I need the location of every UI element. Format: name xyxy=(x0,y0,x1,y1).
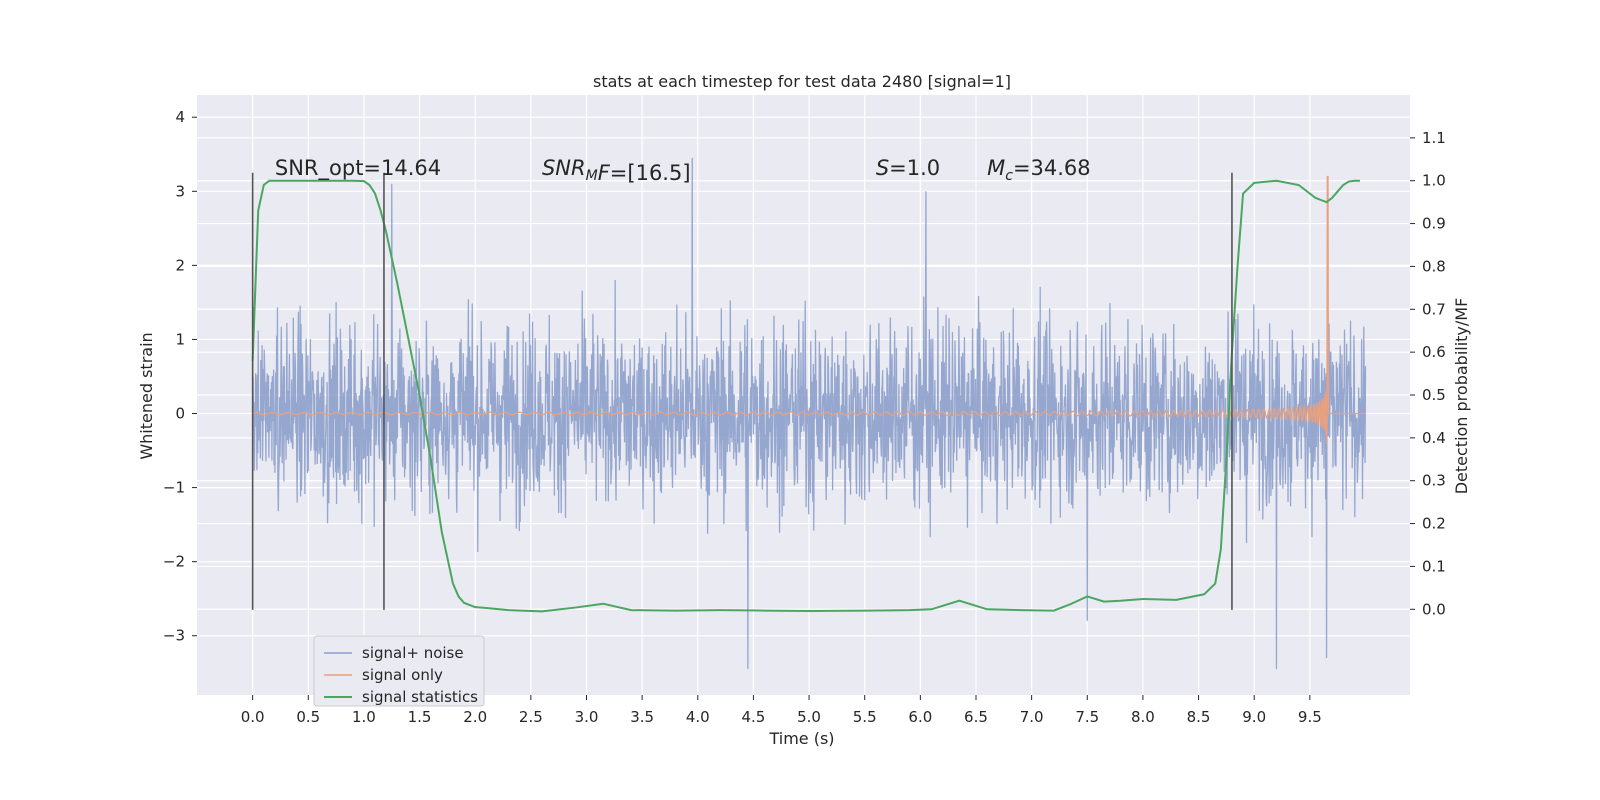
y-right-tick-label: 0.7 xyxy=(1422,300,1446,318)
y-right-tick-label: 0.5 xyxy=(1422,386,1446,404)
annotation-2: S=1.0 xyxy=(876,156,940,180)
annotations: SNR_opt=14.64 SNRMF=[16.5] S=1.0 Mc=34.68 xyxy=(275,156,1091,185)
chart-title: stats at each timestep for test data 248… xyxy=(593,72,1011,91)
x-tick-label: 5.5 xyxy=(853,708,877,726)
x-tick-label: 7.0 xyxy=(1020,708,1044,726)
annotation-3: Mc=34.68 xyxy=(987,156,1091,184)
y-left-tick-label: 2 xyxy=(175,256,185,274)
x-tick-label: 1.5 xyxy=(408,708,432,726)
x-tick-label: 5.0 xyxy=(797,708,821,726)
legend-label: signal statistics xyxy=(362,688,478,706)
y-left-tick-label: −3 xyxy=(163,627,185,645)
y-left-tick-label: 4 xyxy=(175,108,185,126)
y-left-tick-label: −2 xyxy=(163,553,185,571)
x-tick-label: 0.0 xyxy=(241,708,265,726)
series-signal-only xyxy=(252,175,1366,445)
legend: signal+ noise signal only signal statistic… xyxy=(313,635,485,707)
y-left-tick-label: 0 xyxy=(175,405,185,423)
series-layer xyxy=(251,157,1367,670)
y-right-tick-label: 1.1 xyxy=(1422,129,1446,147)
x-axis: 0.0 0.5 1.0 1.5 2.0 2.5 3.0 3.5 4.0 4.5 5.0 5.5 6.0 6… xyxy=(241,695,1322,726)
x-tick-label: 9.0 xyxy=(1242,708,1266,726)
x-tick-label: 6.5 xyxy=(964,708,988,726)
annotation-1: SNRMF=[16.5] xyxy=(542,156,691,185)
x-axis-label: Time (s) xyxy=(768,729,834,748)
x-tick-label: 1.0 xyxy=(352,708,376,726)
x-tick-label: 8.5 xyxy=(1187,708,1211,726)
series-signal-noise xyxy=(252,157,1367,670)
series-signal-statistics xyxy=(251,179,1360,613)
legend-label: signal only xyxy=(362,666,443,684)
x-tick-label: 0.5 xyxy=(296,708,320,726)
y-right-tick-label: 0.1 xyxy=(1422,557,1446,575)
y-right-tick-label: 0.0 xyxy=(1422,600,1446,618)
y-axis-left-label: Whitened strain xyxy=(137,332,156,459)
x-tick-label: 3.0 xyxy=(575,708,599,726)
y-right-tick-label: 0.3 xyxy=(1422,472,1446,490)
y-left-tick-label: 3 xyxy=(175,182,185,200)
x-tick-label: 3.5 xyxy=(630,708,654,726)
y-right-tick-label: 0.6 xyxy=(1422,343,1446,361)
annotation-0: SNR_opt=14.64 xyxy=(275,156,441,181)
y-axis-left: −3 −2 −1 0 1 2 3 4 xyxy=(163,108,197,645)
y-right-tick-label: 1.0 xyxy=(1422,172,1446,190)
x-tick-label: 4.0 xyxy=(686,708,710,726)
x-tick-label: 2.5 xyxy=(519,708,543,726)
x-tick-label: 8.0 xyxy=(1131,708,1155,726)
x-tick-label: 6.0 xyxy=(908,708,932,726)
legend-box xyxy=(313,635,485,707)
vertical-lines xyxy=(251,172,1233,610)
y-axis-right-label: Detection probability/MF xyxy=(1452,298,1471,495)
y-axis-right: 0.0 0.1 0.2 0.3 0.4 0.5 0.6 0.7 0.8 0.9 1.0 1.1 xyxy=(1410,129,1446,618)
y-left-tick-label: 1 xyxy=(175,330,185,348)
x-tick-label: 4.5 xyxy=(741,708,765,726)
x-tick-label: 9.5 xyxy=(1298,708,1322,726)
y-left-tick-label: −1 xyxy=(163,479,185,497)
y-right-tick-label: 0.2 xyxy=(1422,515,1446,533)
y-right-tick-label: 0.9 xyxy=(1422,215,1446,233)
y-right-tick-label: 0.8 xyxy=(1422,257,1446,275)
y-right-tick-label: 0.4 xyxy=(1422,429,1446,447)
legend-label: signal+ noise xyxy=(362,644,464,662)
x-tick-label: 7.5 xyxy=(1075,708,1099,726)
x-tick-label: 2.0 xyxy=(463,708,487,726)
